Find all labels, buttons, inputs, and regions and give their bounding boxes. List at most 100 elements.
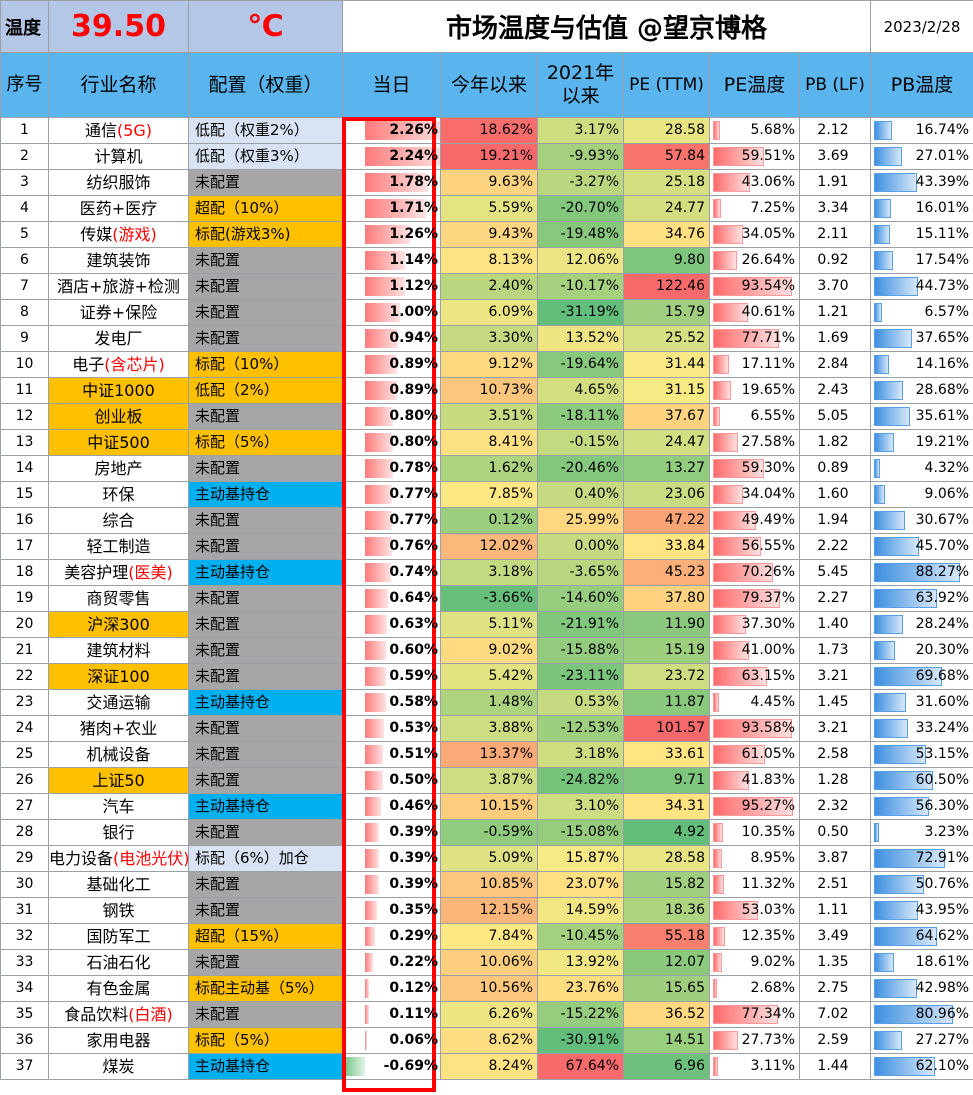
pb-temperature: 6.57%: [870, 299, 973, 326]
pe-temperature-value: 27.73%: [741, 1032, 795, 1048]
industry-name-text: 银行: [102, 823, 135, 842]
row-index: 22: [0, 663, 49, 690]
pe-temperature: 34.04%: [709, 481, 800, 508]
pb-temperature-value: 56.30%: [915, 798, 970, 814]
since2021-change: -10.17%: [537, 273, 624, 300]
today-change: 1.12%: [342, 273, 441, 300]
today-change: 0.80%: [342, 429, 441, 456]
pb-temperature: 69.68%: [870, 663, 973, 690]
row-index: 28: [0, 819, 49, 846]
industry-name: 国防军工: [48, 923, 189, 950]
table-row: 6 建筑装饰 未配置 1.14% 8.13% 12.06% 9.80 26.64% 0.92 17…: [0, 247, 973, 274]
ytd-change: 5.59%: [440, 195, 538, 222]
temperature-unit: ℃: [188, 0, 343, 53]
pe-temperature-value: 93.54%: [741, 278, 795, 294]
pb-temperature-value: 64.62%: [915, 928, 970, 944]
table-row: 7 酒店+旅游+检测 未配置 1.12% 2.40% -10.17% 122.46 93.54…: [0, 273, 973, 300]
row-index: 1: [0, 117, 49, 144]
today-change: 0.78%: [342, 455, 441, 482]
col-header-pe: PE (TTM): [623, 52, 710, 118]
today-bar: [365, 329, 398, 348]
pb-temperature: 60.50%: [870, 767, 973, 794]
ytd-change: 8.41%: [440, 429, 538, 456]
pb-lf: 2.58: [798, 741, 872, 768]
pe-temperature: 93.54%: [709, 273, 800, 300]
pb-temperature: 28.24%: [870, 611, 973, 638]
pb-lf: 3.87: [798, 845, 872, 872]
pb-temperature-value: 35.61%: [915, 408, 970, 424]
pe-temperature: 95.27%: [709, 793, 800, 820]
row-index: 5: [0, 221, 49, 248]
since2021-change: -23.11%: [537, 663, 624, 690]
col-header-pb-temp: PB温度: [870, 52, 973, 118]
table-row: 2 计算机 低配（权重3%） 2.24% 19.21% -9.93% 57.84 59.51%…: [0, 143, 973, 170]
pe-ttm: 28.58: [623, 845, 710, 872]
ytd-change: 2.40%: [440, 273, 538, 300]
pb-lf: 5.45: [798, 559, 872, 586]
row-index: 20: [0, 611, 49, 638]
pe-temperature-value: 10.35%: [741, 824, 795, 840]
today-change-value: 0.80%: [389, 434, 438, 450]
ytd-change: 1.62%: [440, 455, 538, 482]
today-change: 2.26%: [342, 117, 441, 144]
ytd-change: 1.48%: [440, 689, 538, 716]
row-index: 7: [0, 273, 49, 300]
pb-lf: 1.11: [798, 897, 872, 924]
pe-temperature: 56.55%: [709, 533, 800, 560]
industry-name: 建筑装饰: [48, 247, 189, 274]
since2021-change: 3.17%: [537, 117, 624, 144]
today-change-value: 0.63%: [389, 616, 438, 632]
row-index: 4: [0, 195, 49, 222]
pb-temperature: 9.06%: [870, 481, 973, 508]
today-change-value: 0.39%: [389, 850, 438, 866]
allocation: 低配（2%）: [188, 377, 343, 404]
pb-temperature-value: 28.68%: [915, 382, 970, 398]
row-index: 37: [0, 1053, 49, 1080]
today-bar: [365, 797, 381, 816]
today-bar: [365, 147, 440, 166]
pb-temperature-value: 44.73%: [915, 278, 970, 294]
col-header-pe-temp: PE温度: [709, 52, 800, 118]
ytd-change: 5.11%: [440, 611, 538, 638]
since2021-change: 23.07%: [537, 871, 624, 898]
pe-temperature-bar: [713, 823, 723, 842]
industry-name: 猪肉+农业: [48, 715, 189, 742]
industry-name: 深证100: [48, 663, 189, 690]
table-row: 13 中证500 标配（5%） 0.80% 8.41% -0.15% 24.47 27.58%…: [0, 429, 973, 456]
pe-temperature-value: 7.25%: [750, 200, 795, 216]
pb-lf: 2.84: [798, 351, 872, 378]
industry-name: 交通运输: [48, 689, 189, 716]
row-index: 17: [0, 533, 49, 560]
allocation: 主动基持仓: [188, 689, 343, 716]
pb-lf: 0.89: [798, 455, 872, 482]
pb-temperature: 72.91%: [870, 845, 973, 872]
today-bar: [365, 745, 383, 764]
industry-name-text: 综合: [102, 511, 135, 530]
ytd-change: 9.02%: [440, 637, 538, 664]
pe-ttm: 34.31: [623, 793, 710, 820]
since2021-change: -3.65%: [537, 559, 624, 586]
row-index: 19: [0, 585, 49, 612]
pe-temperature-bar: [713, 251, 737, 270]
ytd-change: 12.15%: [440, 897, 538, 924]
allocation: 未配置: [188, 767, 343, 794]
pb-lf: 2.43: [798, 377, 872, 404]
pe-temperature-bar: [713, 355, 729, 374]
pe-ttm: 24.77: [623, 195, 710, 222]
pe-temperature: 19.65%: [709, 377, 800, 404]
row-index: 34: [0, 975, 49, 1002]
pb-temperature-bar: [874, 563, 961, 582]
industry-name: 食品饮料(白酒): [48, 1001, 189, 1028]
pe-temperature-bar: [713, 225, 743, 244]
table-row: 26 上证50 未配置 0.50% 3.87% -24.82% 9.71 41.83% 1.28…: [0, 767, 973, 794]
pe-temperature-value: 63.15%: [741, 668, 795, 684]
table-row: 17 轻工制造 未配置 0.76% 12.02% 0.00% 33.84 56.55% 2.22…: [0, 533, 973, 560]
pb-temperature: 44.73%: [870, 273, 973, 300]
table-row: 3 纺织服饰 未配置 1.78% 9.63% -3.27% 25.18 43.06% 1.91 4…: [0, 169, 973, 196]
today-change-value: 0.51%: [389, 746, 438, 762]
pe-temperature-value: 34.05%: [741, 226, 795, 242]
pe-temperature: 77.34%: [709, 1001, 800, 1028]
pb-temperature-bar: [874, 407, 911, 426]
pe-temperature-value: 59.51%: [741, 148, 795, 164]
